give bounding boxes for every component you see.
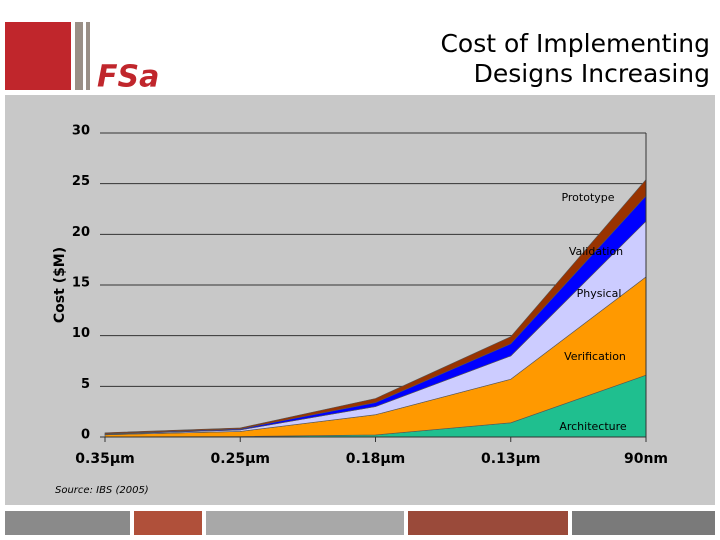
logo-block [5, 22, 71, 90]
slide-title: Cost of Implementing [440, 29, 710, 58]
series-label: Architecture [559, 420, 627, 433]
series-label: Validation [569, 245, 623, 258]
series-label: Prototype [561, 191, 614, 204]
x-tick-label: 0.13µm [481, 451, 540, 467]
y-tick-label: 0 [81, 428, 90, 443]
y-tick-label: 5 [81, 377, 90, 392]
decor [572, 511, 715, 535]
decor [408, 511, 568, 535]
source-note: Source: IBS (2005) [55, 485, 149, 496]
logo-bar [75, 22, 83, 90]
decor [134, 511, 202, 535]
series-label: Verification [564, 350, 626, 363]
y-axis-label: Cost ($M) [52, 247, 68, 323]
logo-text: FSa [97, 60, 159, 95]
decor [5, 511, 130, 535]
y-tick-label: 30 [72, 124, 90, 139]
plot: 0 5 10 15 20 25 30 0.35µm 0.25µm 0.18µm 0.13µm 90nm… [72, 124, 668, 468]
y-tick-label: 15 [72, 276, 90, 291]
decor [206, 511, 404, 535]
x-tick-label: 90nm [624, 451, 668, 467]
x-tick-label: 0.35µm [75, 451, 134, 467]
x-tick-label: 0.18µm [346, 451, 405, 467]
y-tick-label: 25 [72, 174, 90, 189]
y-tick-label: 10 [72, 326, 90, 341]
logo-bar [86, 22, 90, 90]
x-tick-label: 0.25µm [211, 451, 270, 467]
series-label: Physical [577, 287, 622, 300]
y-tick-label: 20 [72, 225, 90, 240]
slide-title: Designs Increasing [474, 59, 710, 88]
